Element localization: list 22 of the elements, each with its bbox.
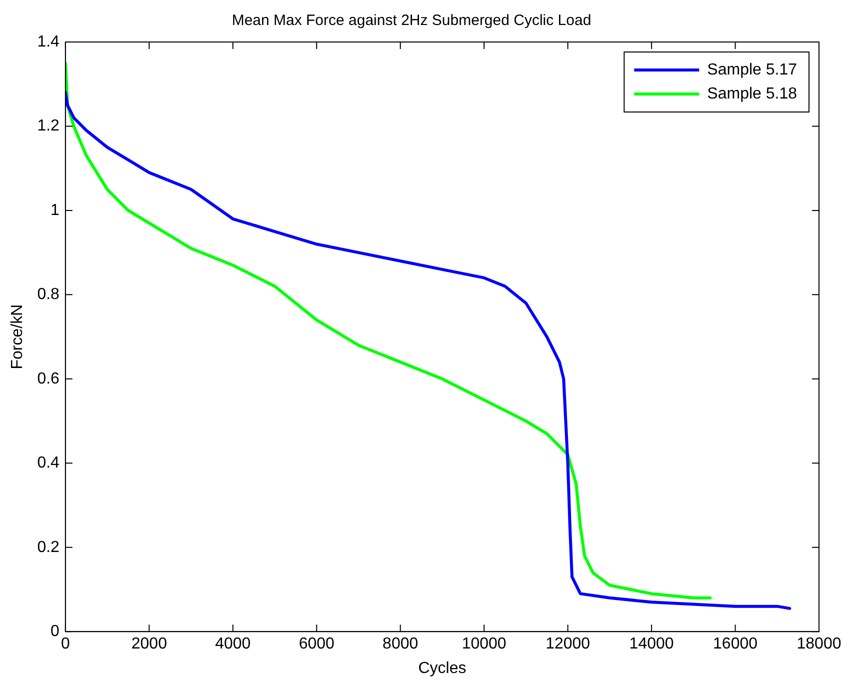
legend-label: Sample 5.17	[707, 61, 798, 78]
y-tick-label: 0.2	[37, 538, 60, 556]
x-tick-label: 2000	[131, 636, 168, 653]
y-tick-label: 0.6	[37, 370, 60, 388]
y-tick-label: 1	[50, 202, 60, 219]
y-tick-label: 0.4	[37, 454, 60, 472]
y-tick-label: 1.4	[37, 33, 60, 50]
y-tick-label: 0	[50, 623, 60, 640]
legend-label: Sample 5.18	[707, 85, 798, 102]
y-tick-label: 1.2	[37, 118, 60, 135]
x-tick-label: 14000	[629, 636, 674, 653]
y-axis-title: Force/kN	[9, 304, 26, 370]
x-tick-label: 8000	[382, 636, 418, 653]
chart-title: Mean Max Force against 2Hz Submerged Cyclic Load	[232, 12, 592, 30]
x-tick-label: 18000	[796, 636, 842, 653]
x-axis-title: Cycles	[418, 660, 466, 677]
x-tick-label: 10000	[462, 636, 506, 653]
x-tick-label: 4000	[215, 636, 251, 653]
y-tick-label: 0.8	[37, 286, 60, 304]
x-tick-label: 12000	[546, 636, 590, 653]
x-tick-label: 6000	[298, 636, 335, 653]
x-tick-label: 16000	[713, 636, 758, 653]
